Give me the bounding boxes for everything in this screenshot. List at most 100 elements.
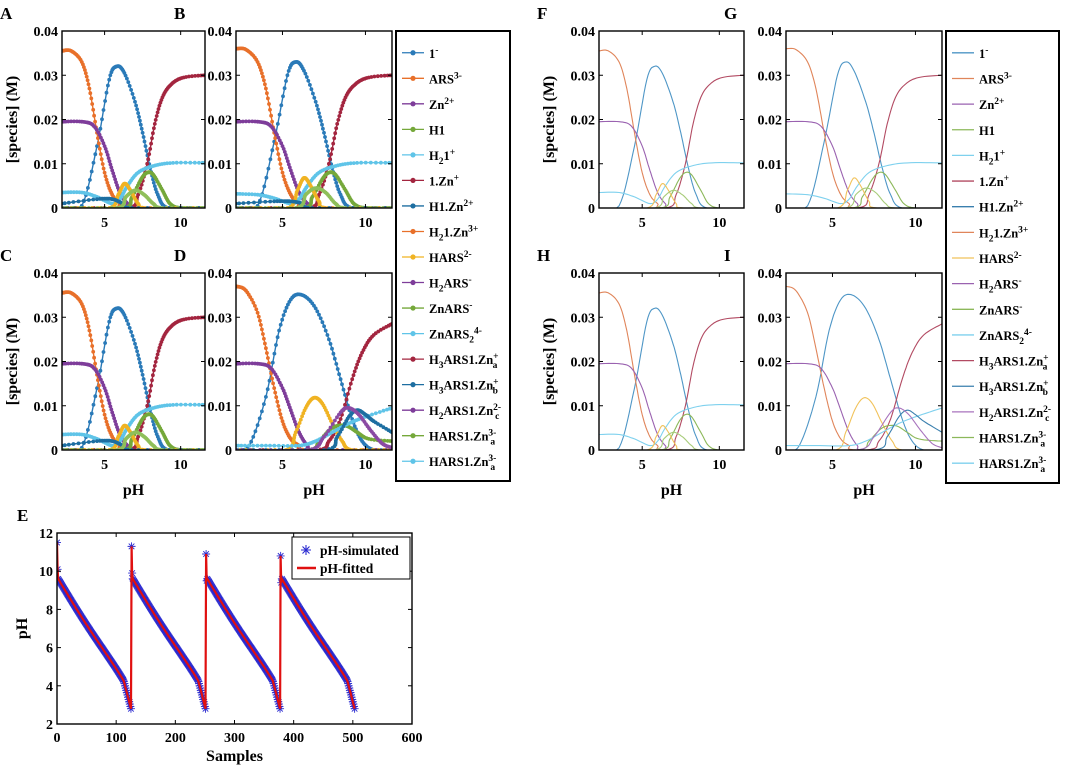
y-tick-label: 0.04 bbox=[758, 25, 783, 40]
data-point bbox=[359, 160, 363, 165]
data-point bbox=[239, 443, 244, 448]
data-point bbox=[83, 313, 88, 318]
species-legend: 1-ARS3-Zn2+H1H21+1.Zn+H1.Zn2+H21.Zn3+HAR… bbox=[945, 30, 1060, 484]
data-point bbox=[179, 402, 183, 407]
legend-text-part: a bbox=[1043, 363, 1048, 373]
data-point bbox=[192, 160, 197, 165]
data-point bbox=[269, 113, 273, 118]
data-point bbox=[379, 160, 383, 165]
data-point bbox=[264, 346, 268, 351]
data-point bbox=[109, 165, 114, 170]
data-point bbox=[282, 177, 287, 182]
legend-text-part: ARS1.Zn bbox=[443, 379, 493, 393]
axes-frame bbox=[61, 272, 206, 451]
y-tick-label: 0 bbox=[775, 444, 782, 459]
legend-text-part: H bbox=[429, 225, 439, 239]
legend-text-part: + bbox=[1043, 354, 1048, 364]
legend-text-part: 2- bbox=[1043, 405, 1051, 415]
legend-E: pH-simulated pH-fitted bbox=[291, 536, 411, 580]
legend-label: ZnARS- bbox=[979, 302, 1022, 317]
data-point bbox=[98, 126, 103, 131]
data-point bbox=[290, 414, 295, 418]
data-point bbox=[356, 359, 361, 364]
data-point bbox=[280, 419, 285, 424]
data-point bbox=[267, 378, 272, 383]
data-point bbox=[266, 166, 271, 171]
legend-text-part: 2 bbox=[1019, 337, 1024, 347]
data-point bbox=[378, 423, 383, 428]
data-point bbox=[86, 324, 91, 329]
data-point bbox=[263, 82, 267, 87]
data-point bbox=[286, 69, 291, 73]
legend-marker bbox=[410, 279, 416, 286]
data-point bbox=[260, 409, 264, 414]
panel-letter: I bbox=[724, 246, 731, 265]
legend-label: 1- bbox=[429, 46, 438, 61]
data-point bbox=[335, 415, 339, 420]
data-point bbox=[321, 182, 325, 187]
data-point bbox=[149, 141, 154, 146]
series-markers-ARS3- bbox=[62, 290, 205, 450]
data-point bbox=[268, 107, 272, 112]
data-point bbox=[304, 75, 309, 79]
axes-frame bbox=[785, 30, 943, 209]
data-point bbox=[355, 161, 359, 165]
data-point bbox=[346, 161, 350, 166]
y-tick-label: 0.02 bbox=[571, 356, 596, 371]
data-point bbox=[268, 443, 272, 448]
data-point bbox=[86, 428, 90, 432]
data-point bbox=[142, 381, 147, 386]
x-tick-label: 10 bbox=[712, 458, 726, 473]
data-point bbox=[111, 413, 116, 418]
y-tick-label: 0.02 bbox=[208, 114, 233, 129]
series-line-H2ARS- bbox=[786, 162, 942, 205]
data-point bbox=[285, 73, 290, 78]
series-line-1.Zn+ bbox=[786, 323, 942, 450]
data-point bbox=[97, 383, 101, 388]
data-point bbox=[283, 153, 288, 157]
data-point bbox=[147, 152, 152, 157]
data-point bbox=[152, 122, 157, 126]
data-point bbox=[101, 408, 106, 413]
data-point bbox=[150, 136, 154, 141]
legend-marker bbox=[410, 382, 416, 388]
data-point bbox=[327, 447, 332, 450]
data-point bbox=[110, 168, 115, 173]
data-point bbox=[105, 153, 110, 157]
data-point bbox=[277, 408, 282, 413]
legend-text-part: ARS1.Zn bbox=[993, 406, 1043, 420]
series-line-H2ARS- bbox=[599, 404, 744, 447]
y-tick-label: 0.04 bbox=[208, 25, 233, 40]
legend-label: H2ARS- bbox=[979, 277, 1022, 296]
y-tick-label: 0.03 bbox=[758, 69, 783, 84]
series-line-ARS3- bbox=[62, 291, 205, 450]
data-point bbox=[192, 402, 197, 407]
data-point bbox=[157, 103, 162, 108]
legend-text-part: HARS1.Zn bbox=[429, 430, 488, 444]
data-point bbox=[240, 192, 245, 196]
legend-text-part: 1.Zn bbox=[993, 226, 1018, 240]
legend-text-part: 3- bbox=[1004, 71, 1012, 81]
legend-label: Zn2+ bbox=[979, 97, 1004, 112]
legend-text-part: c bbox=[1045, 414, 1049, 424]
data-point bbox=[149, 383, 154, 388]
y-tick-label: 0 bbox=[588, 202, 595, 217]
series-line-H1 bbox=[599, 413, 744, 450]
x-tick-label: 400 bbox=[283, 731, 304, 746]
plot-area bbox=[62, 48, 205, 208]
y-tick-label: 10 bbox=[39, 565, 53, 580]
legend-text-part: a bbox=[490, 438, 495, 448]
data-point bbox=[268, 157, 273, 162]
data-point bbox=[103, 99, 107, 103]
data-point bbox=[338, 377, 343, 382]
data-point bbox=[330, 147, 335, 151]
legend-text-part: H1.Zn bbox=[979, 201, 1013, 215]
data-point bbox=[327, 161, 331, 166]
data-point bbox=[155, 110, 160, 115]
plot-area bbox=[599, 49, 744, 208]
data-point bbox=[146, 157, 151, 162]
data-point bbox=[273, 136, 278, 141]
legend-text-part: + bbox=[454, 173, 459, 183]
data-point bbox=[69, 432, 73, 437]
data-point bbox=[76, 199, 81, 204]
